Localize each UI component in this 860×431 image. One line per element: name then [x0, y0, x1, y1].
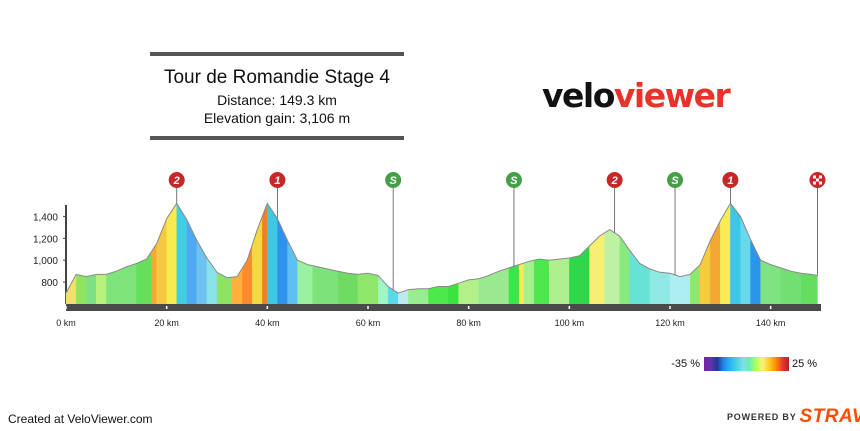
gradient-band: [242, 244, 253, 305]
gradient-band: [297, 259, 313, 305]
created-at-credit: Created at VeloViewer.com: [8, 412, 153, 426]
gradient-scale-max: 25 %: [792, 358, 818, 370]
climb-category-label: 1: [727, 175, 733, 187]
climb-category-icon: [606, 172, 623, 188]
finish-check-square: [812, 181, 816, 185]
gradient-band: [800, 273, 818, 305]
y-tick-label: 1,000: [33, 256, 58, 267]
climb-category-label: 2: [611, 175, 618, 187]
powered-by-strava: POWERED BYSTRAVA: [727, 406, 860, 428]
x-tick-label: 60 km: [356, 318, 381, 328]
finish-check-square: [815, 178, 819, 182]
gradient-band: [619, 235, 630, 305]
gradient-band: [518, 262, 525, 305]
x-tick-label: 0 km: [56, 318, 76, 328]
gradient-band: [96, 274, 107, 305]
finish-check-square: [818, 175, 822, 179]
y-tick-label: 800: [41, 278, 58, 289]
gradient-band: [106, 270, 117, 305]
sprint-point-label: S: [671, 175, 679, 187]
gradient-band: [166, 202, 177, 305]
gradient-scale-bar: [704, 357, 789, 371]
x-tick-label: 120 km: [655, 318, 685, 328]
gradient-band: [629, 249, 651, 305]
veloviewer-logo: veloviewer: [542, 76, 731, 115]
logo-part-velo: velo: [542, 76, 615, 115]
gradient-band: [176, 202, 187, 305]
climb-category-icon: [168, 172, 185, 188]
gradient-band: [262, 203, 268, 305]
title-bottom-rule: [150, 136, 404, 140]
gradient-band: [604, 229, 620, 305]
climb-category-label: 1: [274, 175, 280, 187]
gradient-band: [357, 273, 379, 305]
gradient-band: [649, 268, 671, 305]
x-tick-label: 20 km: [154, 318, 179, 328]
gradient-band: [730, 202, 741, 305]
gradient-band: [312, 265, 338, 305]
gradient-scale-min: -35 %: [671, 358, 700, 370]
x-tick-label: 80 km: [456, 318, 481, 328]
stage-title: Tour de Romandie Stage 4: [163, 67, 391, 88]
gradient-band: [136, 251, 152, 305]
gradient-band: [549, 257, 570, 305]
gradient-band: [267, 202, 278, 305]
gradient-band: [428, 286, 449, 305]
climb-category-icon: [722, 172, 739, 188]
gradient-band: [740, 216, 751, 305]
elevation-profile-line: [65, 202, 818, 294]
gradient-band: [780, 267, 802, 305]
x-tick-label: 100 km: [555, 318, 585, 328]
gradient-band: [569, 245, 590, 305]
gradient-band: [508, 264, 520, 305]
sprint-point-label: S: [389, 175, 397, 187]
y-tick-label: 1,200: [33, 234, 58, 245]
stage-distance: Distance: 149.3 km: [217, 92, 337, 108]
sprint-point-icon: [505, 172, 522, 188]
elevation-profile-chart: 800 1,000 1,200 1,400 0 km 20 km 40 km 60 km 80 …: [33, 172, 826, 328]
sprint-point-label: S: [510, 175, 518, 187]
finish-check-square: [812, 175, 816, 179]
gradient-band: [277, 218, 288, 305]
gradient-band: [710, 220, 721, 305]
x-axis-bar: [66, 304, 821, 311]
sprint-point-icon: [667, 172, 684, 188]
finish-check-square: [818, 181, 822, 185]
gradient-band: [85, 274, 97, 305]
gradient-band: [689, 264, 701, 305]
stage-elevation-gain: Elevation gain: 3,106 m: [203, 110, 351, 126]
y-tick-label: 1,400: [33, 212, 58, 223]
gradient-band: [231, 267, 243, 305]
gradient-color-scale: -35 % 25 %: [660, 357, 830, 375]
strava-logo: STRAVA: [799, 406, 860, 427]
stage-info-box: Tour de Romandie Stage 4 Distance: 149.3…: [150, 52, 404, 140]
gradient-band: [377, 275, 389, 305]
sprint-point-icon: [385, 172, 402, 188]
gradient-band: [533, 258, 550, 305]
x-tick-label: 40 km: [255, 318, 280, 328]
gradient-band: [669, 273, 691, 305]
x-tick-label: 140 km: [756, 318, 786, 328]
logo-part-viewer: viewer: [613, 76, 731, 115]
powered-by-label: POWERED BY: [727, 412, 797, 422]
gradient-band: [408, 288, 429, 305]
gradient-band: [151, 243, 157, 305]
gradient-band: [523, 260, 535, 305]
title-top-rule: [150, 52, 404, 56]
gradient-band: [186, 219, 198, 305]
gradient-band: [337, 271, 359, 305]
gradient-band: [65, 274, 77, 305]
gradient-band: [700, 240, 711, 305]
climb-category-label: 2: [173, 175, 180, 187]
climb-category-icon: [269, 172, 286, 188]
gradient-band: [75, 274, 87, 305]
